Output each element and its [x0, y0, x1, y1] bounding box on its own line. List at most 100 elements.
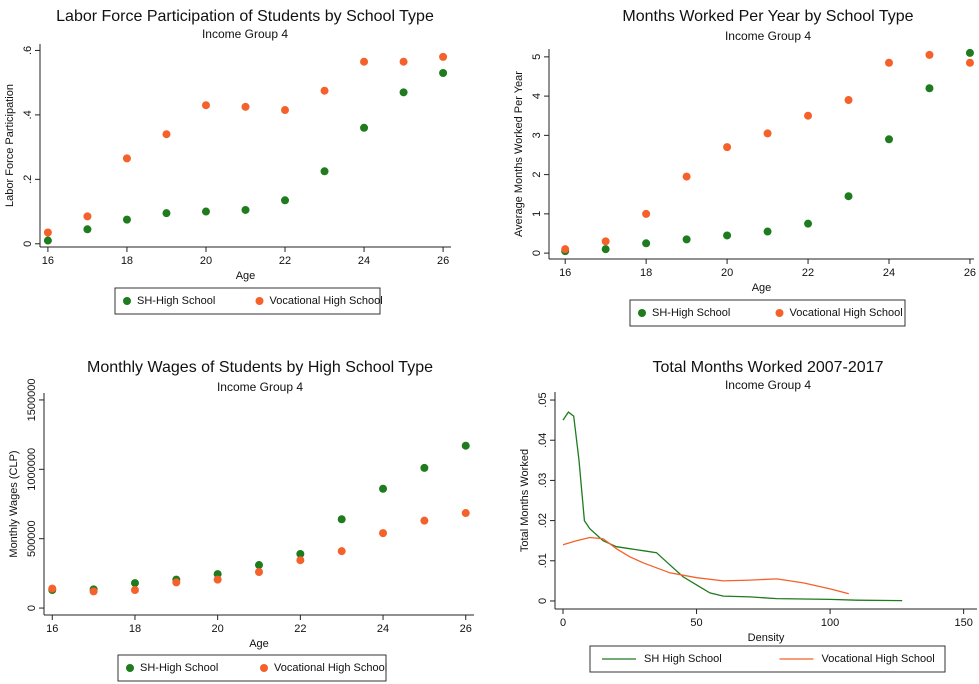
point [379, 484, 388, 493]
x-axis-title: Age [236, 270, 256, 282]
point [320, 167, 329, 176]
chart-title: Total Months Worked 2007-2017 [653, 359, 884, 376]
legend-label: Vocational High School [274, 662, 387, 674]
x-tick-label: 20 [212, 623, 224, 635]
point [399, 88, 408, 97]
y-tick-label: 500000 [26, 520, 38, 557]
point [89, 587, 98, 596]
y-tick-label: 1500000 [26, 379, 38, 422]
point [213, 575, 222, 584]
y-tick-label: .4 [22, 110, 34, 119]
point [844, 192, 853, 201]
point [763, 129, 772, 138]
point [642, 239, 651, 248]
y-axis-title: Average Months Worked Per Year [513, 71, 525, 237]
point [804, 219, 813, 228]
y-tick-label: .6 [22, 46, 34, 55]
x-axis-title: Density [748, 632, 785, 644]
point [461, 509, 470, 518]
point [172, 578, 181, 587]
point [296, 549, 305, 558]
point [201, 207, 210, 216]
point [399, 57, 408, 66]
y-tick-label: 3 [531, 132, 543, 138]
point [420, 516, 429, 525]
point [241, 102, 250, 111]
point [461, 441, 470, 450]
y-tick-label: 0 [26, 605, 38, 611]
x-tick-label: 24 [358, 255, 370, 267]
y-tick-label: 1000000 [26, 448, 38, 491]
y-axis-title: Total Months Worked [519, 449, 531, 552]
y-tick-label: 4 [531, 93, 543, 99]
y-tick-label: .05 [537, 392, 549, 407]
point [723, 143, 732, 152]
point [420, 463, 429, 472]
legend-swatch [260, 664, 268, 672]
legend-label: SH-High School [140, 662, 218, 674]
x-tick-label: 18 [121, 255, 133, 267]
point [360, 57, 369, 66]
x-tick-label: 26 [460, 623, 472, 635]
legend-swatch [123, 297, 131, 305]
point [337, 515, 346, 524]
legend-swatch [126, 664, 134, 672]
point [255, 567, 263, 576]
point [601, 237, 610, 246]
point [379, 529, 388, 538]
x-tick-label: 24 [377, 623, 389, 635]
legend-swatch [255, 297, 264, 305]
point [337, 547, 346, 556]
chart-title: Months Worked Per Year by School Type [622, 8, 913, 25]
point [682, 172, 691, 181]
point [213, 570, 222, 579]
x-tick-label: 150 [954, 617, 972, 629]
legend-label: Vocational High School [822, 653, 935, 665]
point [965, 48, 974, 57]
point [162, 130, 171, 139]
point [642, 209, 651, 218]
point [925, 50, 934, 59]
point [763, 227, 772, 236]
y-tick-label: .2 [22, 175, 34, 184]
point [281, 196, 290, 205]
x-tick-label: 18 [640, 267, 652, 279]
y-tick-label: .02 [537, 513, 549, 528]
legend-label: Vocational High School [270, 295, 383, 307]
chart-subtitle: Income Group 4 [725, 29, 811, 43]
legend-label: Vocational High School [790, 307, 903, 319]
legend-box [589, 645, 946, 673]
point [360, 123, 369, 132]
line [562, 411, 903, 602]
point [83, 212, 92, 221]
y-tick-label: 0 [537, 598, 549, 604]
y-axis-title: Labor Force Participation [4, 84, 16, 207]
legend-swatch [638, 309, 646, 317]
point [885, 58, 893, 67]
point [439, 52, 448, 61]
point [48, 584, 57, 593]
point [723, 231, 732, 240]
point [255, 561, 263, 570]
point [439, 69, 448, 77]
x-tick-label: 100 [821, 617, 839, 629]
y-tick-label: 1 [531, 211, 543, 217]
point [601, 245, 610, 254]
x-tick-label: 50 [690, 617, 702, 629]
point [804, 111, 813, 120]
legend-box [117, 654, 387, 682]
legend-label: SH High School [644, 653, 722, 665]
y-tick-label: 0 [531, 250, 543, 256]
y-tick-label: 5 [531, 54, 543, 60]
x-tick-label: 16 [559, 267, 571, 279]
x-tick-label: 18 [129, 623, 141, 635]
point [925, 84, 934, 93]
chart-title: Monthly Wages of Students by High School… [87, 359, 433, 376]
y-tick-label: 0 [22, 241, 34, 247]
legend-box [629, 299, 906, 327]
point [130, 579, 139, 588]
chart-subtitle: Income Group 4 [202, 27, 288, 41]
y-tick-label: .04 [537, 433, 549, 448]
x-tick-label: 16 [42, 255, 54, 267]
